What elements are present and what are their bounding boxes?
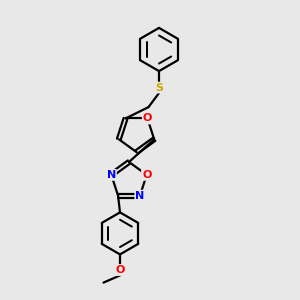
Text: O: O (142, 170, 152, 180)
Text: S: S (155, 82, 163, 93)
Text: N: N (135, 190, 145, 201)
Text: O: O (115, 265, 125, 275)
Text: N: N (107, 170, 116, 180)
Text: O: O (143, 113, 152, 124)
